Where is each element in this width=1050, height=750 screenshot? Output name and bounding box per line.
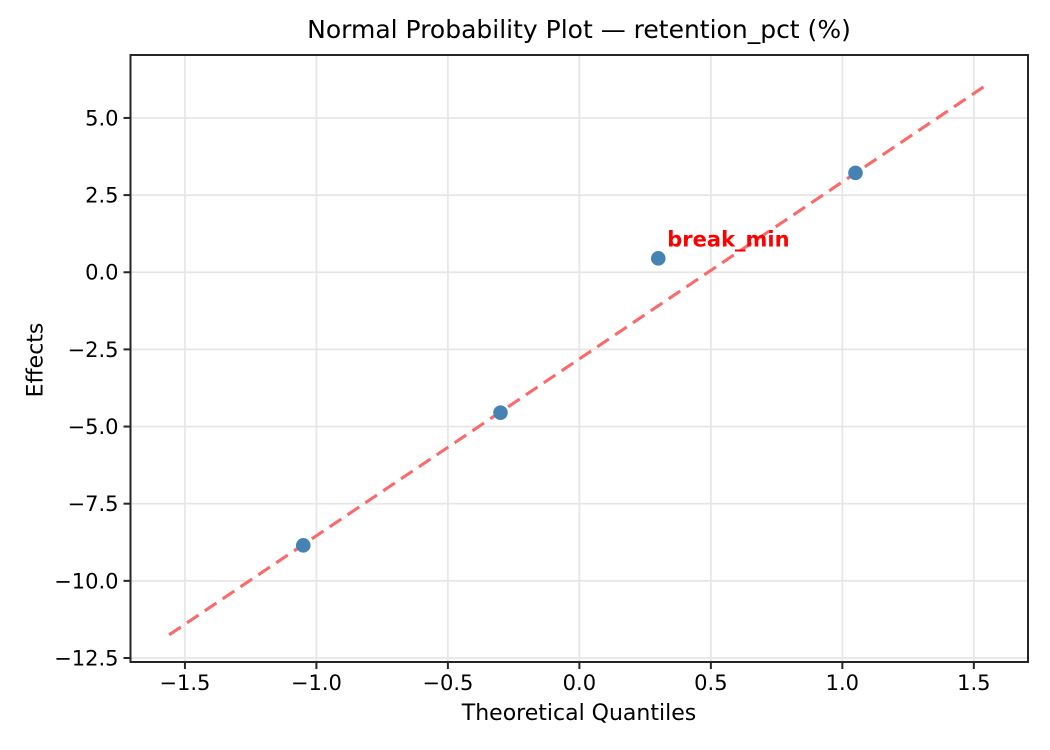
y-tick-label: −12.5 bbox=[54, 646, 118, 670]
x-tick-label: −1.5 bbox=[159, 671, 210, 695]
chart-title: Normal Probability Plot — retention_pct … bbox=[307, 15, 851, 44]
y-tick-label: 5.0 bbox=[85, 106, 118, 130]
y-tick-label: −2.5 bbox=[68, 338, 119, 362]
data-point bbox=[848, 165, 863, 181]
data-point bbox=[650, 251, 666, 266]
data-point bbox=[493, 405, 508, 420]
y-axis-label: Effects bbox=[23, 322, 49, 398]
fit-line bbox=[168, 83, 988, 637]
x-axis-label: Theoretical Quantiles bbox=[461, 701, 697, 726]
x-tick-label: 1.0 bbox=[826, 671, 859, 695]
point-annotation-label: break_min bbox=[667, 227, 789, 251]
y-tick-label: −10.0 bbox=[54, 569, 118, 593]
x-tick-label: 0.5 bbox=[694, 671, 727, 695]
x-tick-label: −1.0 bbox=[291, 671, 342, 695]
data-point bbox=[295, 538, 311, 553]
x-tick-label: −0.5 bbox=[422, 671, 473, 695]
y-tick-label: −5.0 bbox=[68, 415, 119, 439]
y-tick-label: −7.5 bbox=[68, 492, 119, 516]
y-tick-label: 2.5 bbox=[85, 184, 118, 208]
y-tick-label: 0.0 bbox=[85, 261, 118, 285]
x-tick-label: 1.5 bbox=[957, 671, 990, 695]
x-tick-label: 0.0 bbox=[563, 671, 596, 695]
